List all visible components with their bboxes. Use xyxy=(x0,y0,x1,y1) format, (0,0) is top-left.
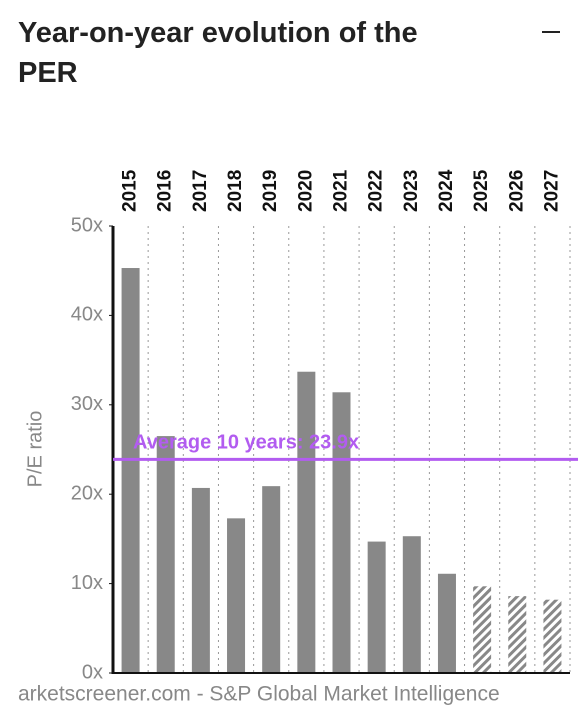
bar xyxy=(508,596,527,673)
x-tick-label: 2024 xyxy=(436,169,457,212)
bar xyxy=(402,536,421,673)
x-tick-label: 2016 xyxy=(155,170,176,212)
chart-title: Year-on-year evolution of the PER xyxy=(18,17,418,89)
y-tick-label: 20x xyxy=(71,482,103,504)
x-tick-label: 2026 xyxy=(506,170,527,212)
bar xyxy=(367,541,386,673)
average-label: Average 10 years: 23.9x xyxy=(133,432,359,454)
y-tick-label: 30x xyxy=(71,393,103,415)
source-text: arketscreener.com - S&P Global Market In… xyxy=(18,683,500,706)
bar xyxy=(191,487,210,673)
x-tick-label: 2020 xyxy=(295,170,316,212)
bar xyxy=(156,436,175,673)
bar xyxy=(227,518,246,673)
y-axis-label: P/E ratio xyxy=(24,411,46,488)
bar xyxy=(121,268,140,673)
x-tick-label: 2021 xyxy=(331,169,352,212)
y-tick-label: 10x xyxy=(71,572,103,594)
bar xyxy=(473,586,492,673)
bar xyxy=(262,486,281,673)
x-tick-label: 2017 xyxy=(190,170,211,212)
x-tick-label: 2025 xyxy=(471,169,492,212)
y-tick-label: 0x xyxy=(82,661,103,683)
bar xyxy=(332,392,351,673)
x-tick-label: 2018 xyxy=(225,170,246,212)
bar xyxy=(437,573,456,673)
x-tick-label: 2027 xyxy=(541,170,562,212)
x-tick-label: 2022 xyxy=(366,170,387,212)
x-tick-label: 2023 xyxy=(401,170,422,212)
x-tick-label: 2019 xyxy=(260,170,281,212)
y-tick-label: 40x xyxy=(71,304,103,326)
bar xyxy=(543,599,562,673)
x-tick-label: 2015 xyxy=(120,169,141,212)
bar xyxy=(297,371,316,673)
y-tick-label: 50x xyxy=(71,214,103,236)
